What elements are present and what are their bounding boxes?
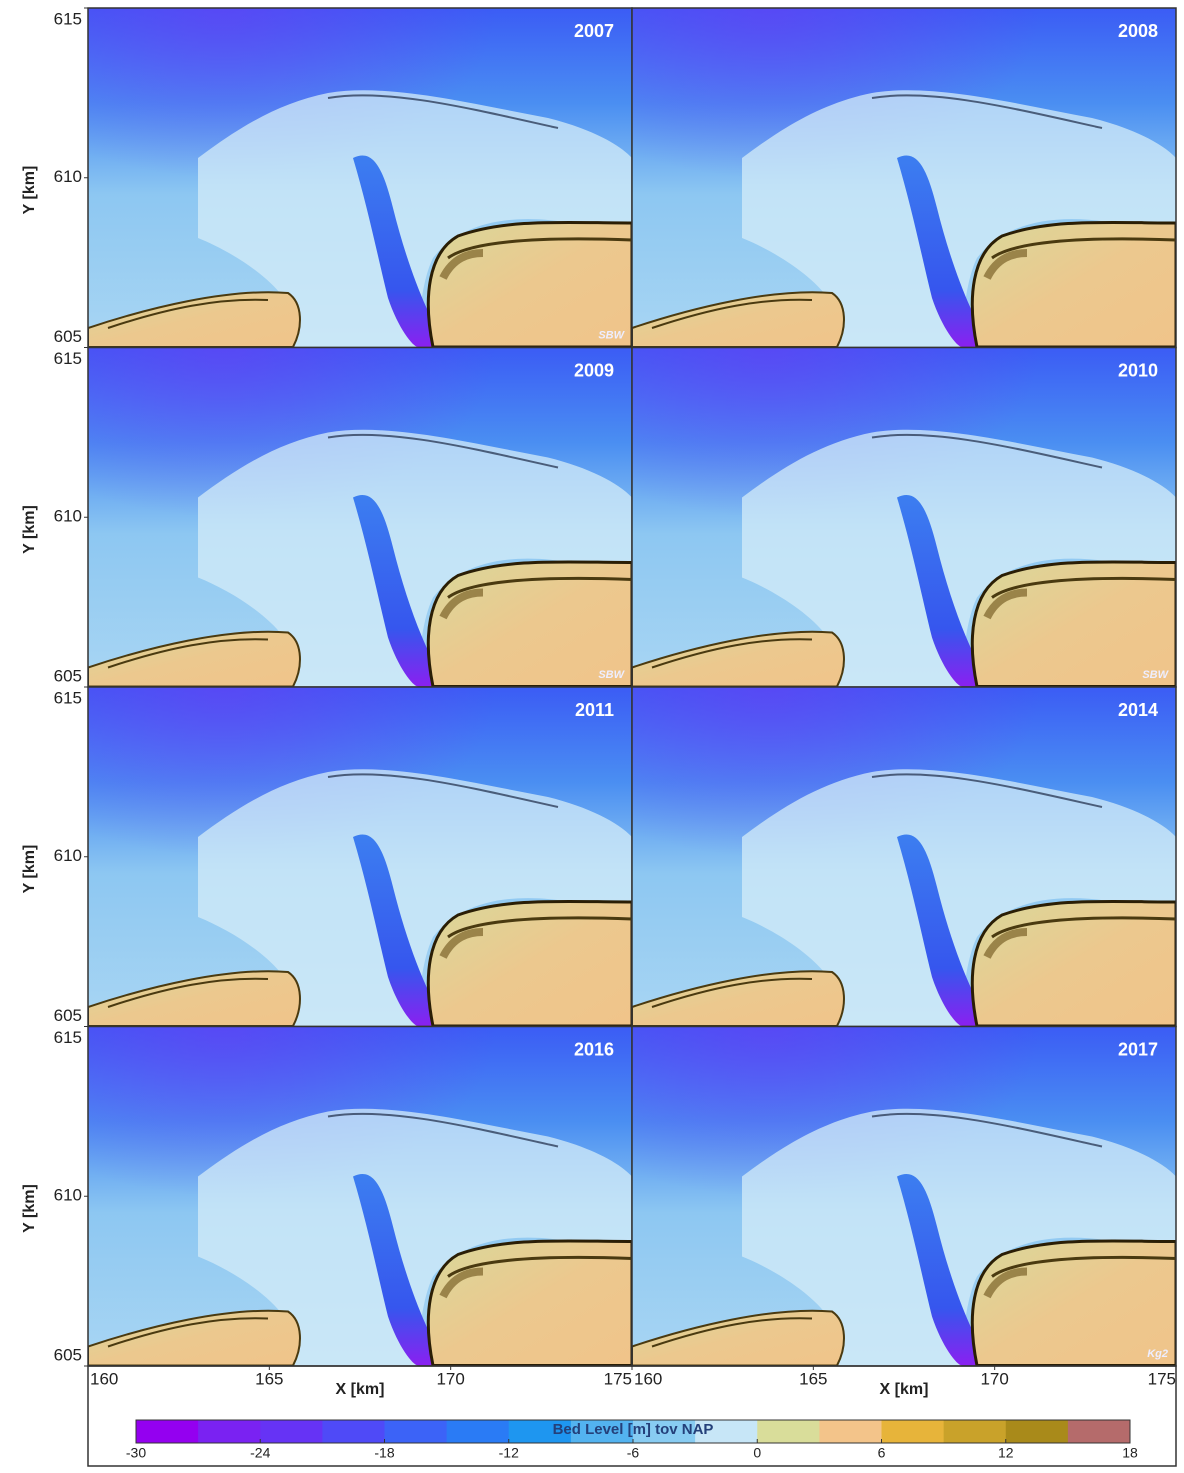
- y-tick-label: 605: [54, 1006, 82, 1025]
- map-panel: [632, 687, 1176, 1026]
- colorbar-bin: [819, 1420, 882, 1443]
- figure: 2007 SBW 605 610 615 Y [km] 2008 2009 SBW 605 610 6…: [0, 0, 1184, 1468]
- colorbar-tick-label: -12: [499, 1445, 519, 1461]
- map-panel: [88, 8, 632, 347]
- colorbar-tick-label: -30: [126, 1445, 146, 1461]
- colorbar-bin: [757, 1420, 820, 1443]
- x-tick-label: 160: [90, 1369, 118, 1388]
- colorbar-bin: [198, 1420, 261, 1443]
- colorbar-bin: [944, 1420, 1007, 1443]
- colorbar-tick-label: -6: [627, 1445, 640, 1461]
- map-panel: [88, 1027, 632, 1366]
- y-tick-label: 605: [54, 327, 82, 346]
- x-tick-label: 165: [799, 1369, 827, 1388]
- colorbar-bin: [1068, 1420, 1131, 1443]
- panel-year: 2011: [575, 700, 614, 720]
- colorbar-bin: [136, 1420, 199, 1443]
- colorbar-bin: [447, 1420, 510, 1443]
- colorbar-tick-label: 12: [998, 1445, 1014, 1461]
- colorbar-bin: [322, 1420, 385, 1443]
- y-tick-label: 605: [54, 1345, 82, 1364]
- colorbar-tick-label: -24: [250, 1445, 270, 1461]
- colorbar-label: Bed Level [m] tov NAP: [553, 1421, 714, 1438]
- x-tick-label: 170: [436, 1369, 464, 1388]
- panel-year: 2008: [1118, 21, 1158, 41]
- y-tick-label: 615: [54, 9, 82, 28]
- map-panel: [632, 1027, 1176, 1366]
- y-tick-label: 605: [54, 666, 82, 685]
- map-panel: [632, 8, 1176, 347]
- x-tick-label: 170: [980, 1369, 1008, 1388]
- panel-year: 2009: [574, 360, 614, 380]
- y-tick-label: 615: [54, 349, 82, 368]
- y-tick-label: 615: [54, 688, 82, 707]
- y-tick-label: 610: [54, 167, 82, 186]
- y-tick-label: 610: [54, 846, 82, 865]
- colorbar-bin: [385, 1420, 448, 1443]
- x-axis-label: X [km]: [336, 1381, 385, 1398]
- y-axis-label: Y [km]: [21, 845, 38, 894]
- panel-annotation: SBW: [598, 669, 625, 681]
- y-tick-label: 610: [54, 507, 82, 526]
- panel-year: 2017: [1118, 1039, 1158, 1059]
- panel-annotation: SBW: [1142, 669, 1169, 681]
- y-axis-label: Y [km]: [21, 166, 38, 215]
- map-panel: [88, 348, 632, 687]
- panel-year: 2014: [1118, 700, 1158, 720]
- x-axis-label: X [km]: [880, 1381, 929, 1398]
- colorbar-tick-label: 18: [1122, 1445, 1138, 1461]
- y-axis-label: Y [km]: [21, 505, 38, 554]
- x-tick-label: 175: [1148, 1369, 1176, 1388]
- colorbar-bin: [882, 1420, 945, 1443]
- panel-year: 2007: [574, 21, 614, 41]
- x-tick-label: 175: [604, 1369, 632, 1388]
- colorbar-tick-label: 0: [753, 1445, 761, 1461]
- colorbar-bin: [1006, 1420, 1069, 1443]
- y-tick-label: 610: [54, 1186, 82, 1205]
- panel-annotation: Kg2: [1147, 1348, 1168, 1360]
- panel-year: 2010: [1118, 360, 1158, 380]
- map-panel: [632, 348, 1176, 687]
- map-panel: [88, 687, 632, 1026]
- panel-year: 2016: [574, 1039, 614, 1059]
- x-tick-label: 165: [255, 1369, 283, 1388]
- y-tick-label: 615: [54, 1028, 82, 1047]
- y-axis-label: Y [km]: [21, 1184, 38, 1233]
- colorbar-tick-label: 6: [878, 1445, 886, 1461]
- panel-annotation: SBW: [598, 329, 625, 341]
- colorbar-bin: [260, 1420, 323, 1443]
- x-tick-label: 160: [634, 1369, 662, 1388]
- page: {"panels":[ {"label":"2007","annotation"…: [0, 0, 1184, 1468]
- colorbar-tick-label: -18: [374, 1445, 394, 1461]
